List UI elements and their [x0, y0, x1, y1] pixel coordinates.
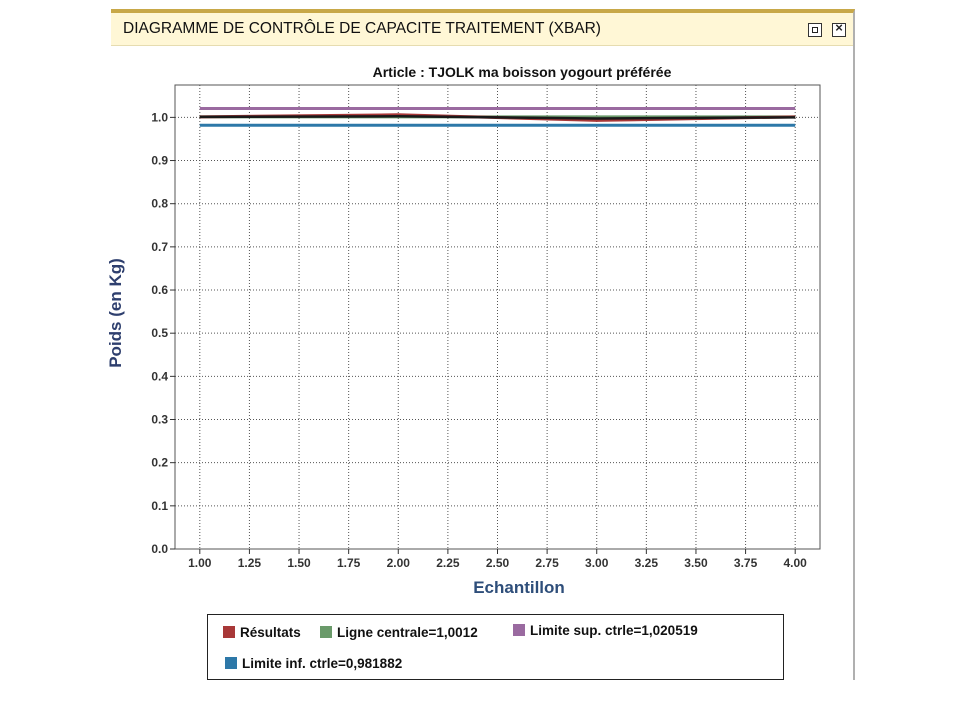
y-tick-label: 1.0 — [151, 110, 168, 124]
x-axis-label: Echantillon — [473, 578, 565, 597]
legend-label: Limite sup. ctrle=1,020519 — [530, 623, 698, 638]
x-tick-label: 1.25 — [238, 556, 262, 570]
window-title: DIAGRAMME DE CONTRÔLE DE CAPACITE TRAITE… — [123, 20, 601, 37]
x-tick-label: 2.50 — [486, 556, 510, 570]
y-tick-label: 0.4 — [151, 369, 168, 383]
x-tick-label: 3.25 — [635, 556, 659, 570]
legend-swatch — [223, 626, 235, 638]
chart-title: Article : TJOLK ma boisson yogourt préfé… — [373, 64, 672, 80]
x-tick-label: 4.00 — [784, 556, 808, 570]
x-tick-label: 3.75 — [734, 556, 758, 570]
legend-label: Ligne centrale=1,0012 — [337, 625, 478, 640]
close-button[interactable]: × — [832, 20, 846, 37]
legend-swatch — [320, 626, 332, 638]
x-tick-label: 3.50 — [684, 556, 708, 570]
y-tick-label: 0.5 — [151, 326, 168, 340]
chart-legend: Résultats Ligne centrale=1,0012 Limite s… — [207, 614, 784, 680]
y-tick-label: 0.3 — [151, 413, 168, 427]
x-tick-label: 3.00 — [585, 556, 609, 570]
legend-item-limite-inf: Limite inf. ctrle=0,981882 — [225, 656, 402, 671]
y-tick-label: 0.7 — [151, 240, 168, 254]
x-tick-label: 2.75 — [535, 556, 559, 570]
x-tick-label: 1.00 — [188, 556, 212, 570]
series-line-observations — [199, 115, 796, 120]
legend-swatch — [513, 624, 525, 636]
x-tick-label: 2.00 — [387, 556, 411, 570]
y-tick-label: 0.2 — [151, 456, 168, 470]
y-tick-label: 0.0 — [151, 542, 168, 556]
window-titlebar[interactable]: DIAGRAMME DE CONTRÔLE DE CAPACITE TRAITE… — [111, 13, 853, 46]
y-tick-label: 0.1 — [151, 499, 168, 513]
legend-item-limite-sup: Limite sup. ctrle=1,020519 — [513, 623, 698, 638]
legend-label: Résultats — [240, 625, 301, 640]
x-tick-label: 2.25 — [436, 556, 460, 570]
close-icon: × — [835, 20, 843, 35]
y-tick-label: 0.9 — [151, 154, 168, 168]
restore-button[interactable] — [808, 23, 822, 37]
legend-label: Limite inf. ctrle=0,981882 — [242, 656, 403, 671]
y-tick-label: 0.6 — [151, 283, 168, 297]
restore-icon — [812, 27, 818, 33]
x-tick-label: 1.50 — [287, 556, 311, 570]
y-tick-label: 0.8 — [151, 197, 168, 211]
x-tick-label: 1.75 — [337, 556, 361, 570]
legend-item-resultats: Résultats — [223, 625, 301, 640]
legend-item-ligne-centrale: Ligne centrale=1,0012 — [320, 625, 478, 640]
legend-swatch — [225, 657, 237, 669]
y-axis-label: Poids (en Kg) — [106, 258, 125, 368]
